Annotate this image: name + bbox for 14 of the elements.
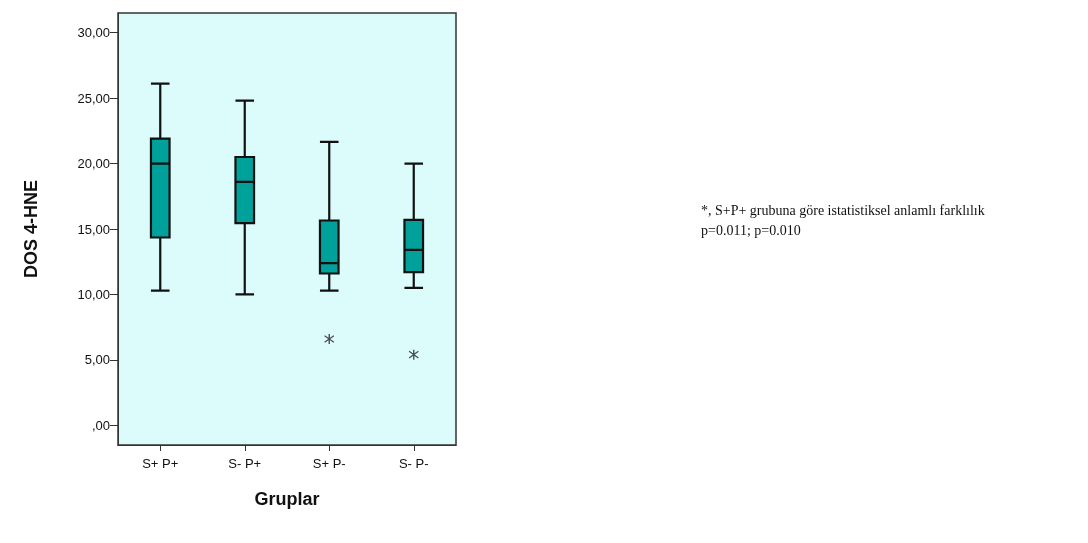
x-tick-label: S- P- <box>398 456 429 471</box>
x-axis-title: Gruplar <box>254 489 320 509</box>
x-tick-label: S- P+ <box>228 456 262 471</box>
y-tick-label: 10,00 <box>77 286 110 302</box>
y-tick-label: 30,00 <box>77 25 110 41</box>
y-tick-label: 15,00 <box>77 221 110 237</box>
y-tick-label: ,00 <box>91 417 110 433</box>
x-tick-label: S+ P- <box>312 456 346 471</box>
y-tick-label: 20,00 <box>77 156 110 172</box>
y-tick-label: 25,00 <box>77 90 110 106</box>
x-tick-label: S+ P+ <box>142 456 179 471</box>
y-tick-label: 5,00 <box>84 352 110 368</box>
text: *, S+P+ grubuna göre istatistiksel anlamlı farklılık p=0.011; p=0.010 <box>701 202 989 238</box>
y-axis-title: DOS 4-HNE <box>21 179 41 279</box>
